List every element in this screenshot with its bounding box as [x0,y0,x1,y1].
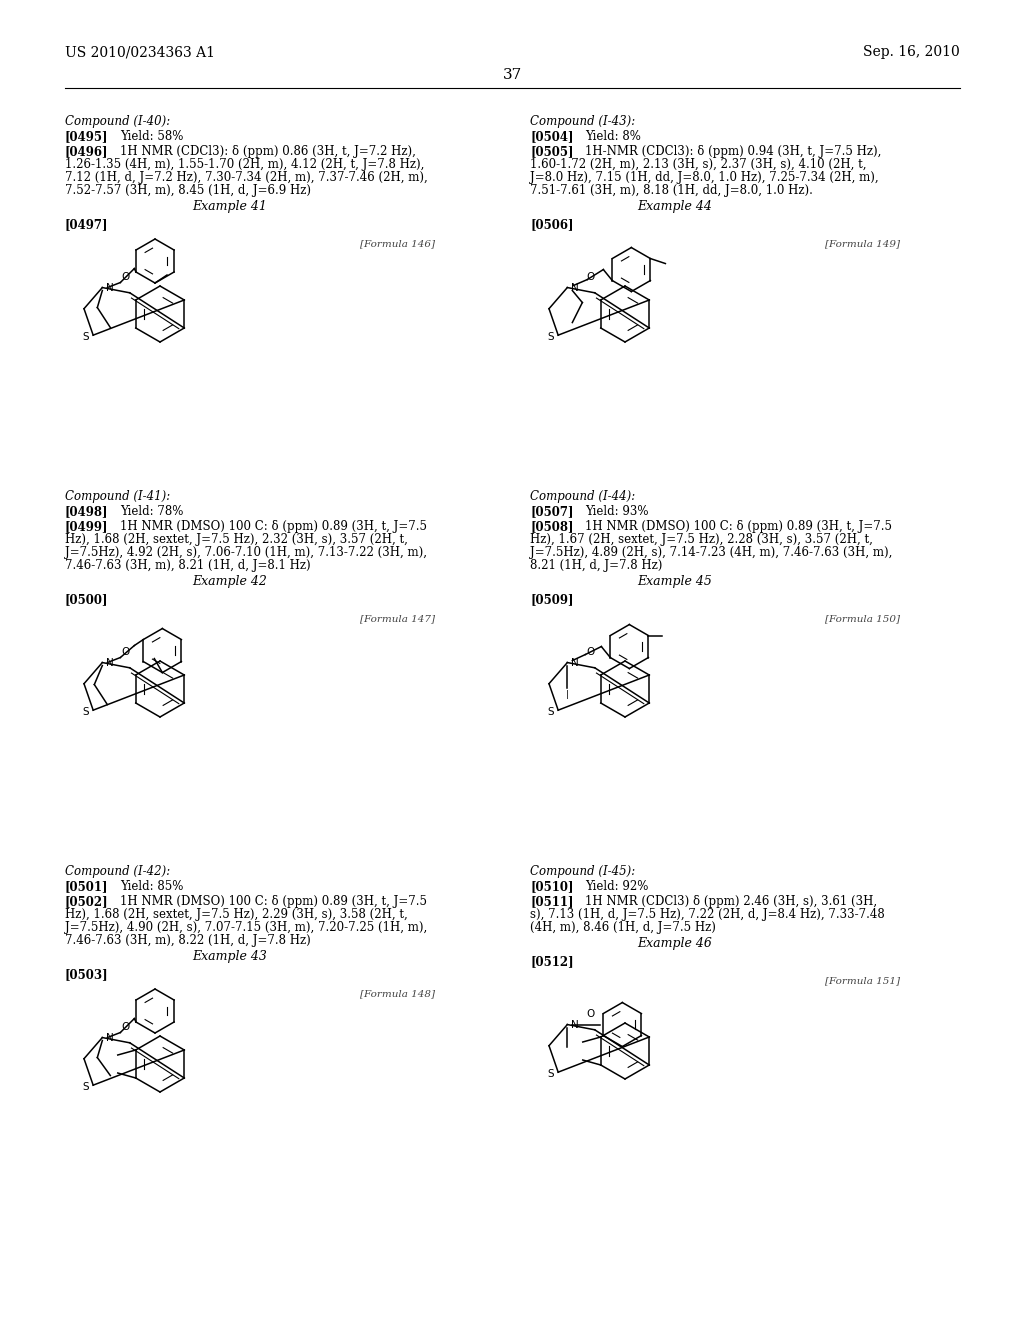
Text: [0511]: [0511] [530,895,573,908]
Text: US 2010/0234363 A1: US 2010/0234363 A1 [65,45,215,59]
Text: 1H NMR (DMSO) 100 C: δ (ppm) 0.89 (3H, t, J=7.5: 1H NMR (DMSO) 100 C: δ (ppm) 0.89 (3H, t… [120,520,427,533]
Text: N: N [106,657,114,668]
Text: [0500]: [0500] [65,593,109,606]
Text: J=7.5Hz), 4.90 (2H, s), 7.07-7.15 (3H, m), 7.20-7.25 (1H, m),: J=7.5Hz), 4.90 (2H, s), 7.07-7.15 (3H, m… [65,921,427,935]
Text: [0507]: [0507] [530,506,573,517]
Text: Compound (I-42):: Compound (I-42): [65,865,170,878]
Text: [0503]: [0503] [65,968,109,981]
Text: [0497]: [0497] [65,218,109,231]
Text: O: O [587,647,595,657]
Text: 1H-NMR (CDCl3): δ (ppm) 0.94 (3H, t, J=7.5 Hz),: 1H-NMR (CDCl3): δ (ppm) 0.94 (3H, t, J=7… [585,145,882,158]
Text: [0505]: [0505] [530,145,573,158]
Text: [0499]: [0499] [65,520,109,533]
Text: 1.60-1.72 (2H, m), 2.13 (3H, s), 2.37 (3H, s), 4.10 (2H, t,: 1.60-1.72 (2H, m), 2.13 (3H, s), 2.37 (3… [530,158,866,172]
Text: O: O [587,1008,595,1019]
Text: N: N [106,282,114,293]
Text: Yield: 8%: Yield: 8% [585,129,641,143]
Text: 1H NMR (DMSO) 100 C: δ (ppm) 0.89 (3H, t, J=7.5: 1H NMR (DMSO) 100 C: δ (ppm) 0.89 (3H, t… [120,895,427,908]
Text: [0504]: [0504] [530,129,573,143]
Text: 7.51-7.61 (3H, m), 8.18 (1H, dd, J=8.0, 1.0 Hz).: 7.51-7.61 (3H, m), 8.18 (1H, dd, J=8.0, … [530,183,813,197]
Text: [0508]: [0508] [530,520,573,533]
Text: Example 45: Example 45 [638,576,713,587]
Text: S: S [83,1082,89,1092]
Text: s), 7.13 (1H, d, J=7.5 Hz), 7.22 (2H, d, J=8.4 Hz), 7.33-7.48: s), 7.13 (1H, d, J=7.5 Hz), 7.22 (2H, d,… [530,908,885,921]
Text: N: N [571,657,580,668]
Text: Compound (I-43):: Compound (I-43): [530,115,635,128]
Text: Sep. 16, 2010: Sep. 16, 2010 [863,45,961,59]
Text: J=7.5Hz), 4.92 (2H, s), 7.06-7.10 (1H, m), 7.13-7.22 (3H, m),: J=7.5Hz), 4.92 (2H, s), 7.06-7.10 (1H, m… [65,546,427,558]
Text: S: S [83,708,89,717]
Text: Example 41: Example 41 [193,201,267,213]
Text: 7.12 (1H, d, J=7.2 Hz), 7.30-7.34 (2H, m), 7.37-7.46 (2H, m),: 7.12 (1H, d, J=7.2 Hz), 7.30-7.34 (2H, m… [65,172,428,183]
Text: [Formula 151]: [Formula 151] [825,975,900,985]
Text: Yield: 92%: Yield: 92% [585,880,648,894]
Text: 8.21 (1H, d, J=7.8 Hz): 8.21 (1H, d, J=7.8 Hz) [530,558,663,572]
Text: [Formula 148]: [Formula 148] [360,989,435,998]
Text: O: O [122,272,130,282]
Text: Example 46: Example 46 [638,937,713,950]
Text: |: | [566,689,568,698]
Text: N: N [106,1032,114,1043]
Text: Hz), 1.68 (2H, sextet, J=7.5 Hz), 2.29 (3H, s), 3.58 (2H, t,: Hz), 1.68 (2H, sextet, J=7.5 Hz), 2.29 (… [65,908,408,921]
Text: Hz), 1.67 (2H, sextet, J=7.5 Hz), 2.28 (3H, s), 3.57 (2H, t,: Hz), 1.67 (2H, sextet, J=7.5 Hz), 2.28 (… [530,533,872,546]
Text: [Formula 147]: [Formula 147] [360,614,435,623]
Text: N: N [571,1019,580,1030]
Text: Compound (I-45):: Compound (I-45): [530,865,635,878]
Text: Compound (I-41):: Compound (I-41): [65,490,170,503]
Text: 7.46-7.63 (3H, m), 8.21 (1H, d, J=8.1 Hz): 7.46-7.63 (3H, m), 8.21 (1H, d, J=8.1 Hz… [65,558,310,572]
Text: S: S [548,1069,554,1080]
Text: [0509]: [0509] [530,593,573,606]
Text: [0502]: [0502] [65,895,109,908]
Text: [0512]: [0512] [530,954,573,968]
Text: Yield: 58%: Yield: 58% [120,129,183,143]
Text: [Formula 150]: [Formula 150] [825,614,900,623]
Text: Example 44: Example 44 [638,201,713,213]
Text: Yield: 78%: Yield: 78% [120,506,183,517]
Text: (4H, m), 8.46 (1H, d, J=7.5 Hz): (4H, m), 8.46 (1H, d, J=7.5 Hz) [530,921,716,935]
Text: 1H NMR (CDCl3): δ (ppm) 0.86 (3H, t, J=7.2 Hz),: 1H NMR (CDCl3): δ (ppm) 0.86 (3H, t, J=7… [120,145,416,158]
Text: 37: 37 [503,69,521,82]
Text: Compound (I-44):: Compound (I-44): [530,490,635,503]
Text: 1H NMR (DMSO) 100 C: δ (ppm) 0.89 (3H, t, J=7.5: 1H NMR (DMSO) 100 C: δ (ppm) 0.89 (3H, t… [585,520,892,533]
Text: Yield: 93%: Yield: 93% [585,506,648,517]
Text: Example 43: Example 43 [193,950,267,964]
Text: J=7.5Hz), 4.89 (2H, s), 7.14-7.23 (4H, m), 7.46-7.63 (3H, m),: J=7.5Hz), 4.89 (2H, s), 7.14-7.23 (4H, m… [530,546,892,558]
Text: Compound (I-40):: Compound (I-40): [65,115,170,128]
Text: S: S [548,708,554,717]
Text: [0498]: [0498] [65,506,109,517]
Text: Hz), 1.68 (2H, sextet, J=7.5 Hz), 2.32 (3H, s), 3.57 (2H, t,: Hz), 1.68 (2H, sextet, J=7.5 Hz), 2.32 (… [65,533,408,546]
Text: O: O [587,272,595,282]
Text: [0501]: [0501] [65,880,109,894]
Text: N: N [571,282,580,293]
Text: S: S [548,333,554,342]
Text: Example 42: Example 42 [193,576,267,587]
Text: 1.26-1.35 (4H, m), 1.55-1.70 (2H, m), 4.12 (2H, t, J=7.8 Hz),: 1.26-1.35 (4H, m), 1.55-1.70 (2H, m), 4.… [65,158,424,172]
Text: [0495]: [0495] [65,129,109,143]
Text: O: O [122,647,130,657]
Text: [Formula 146]: [Formula 146] [360,239,435,248]
Text: 1H NMR (CDCl3) δ (ppm) 2.46 (3H, s), 3.61 (3H,: 1H NMR (CDCl3) δ (ppm) 2.46 (3H, s), 3.6… [585,895,878,908]
Text: [0510]: [0510] [530,880,573,894]
Text: O: O [122,1022,130,1032]
Text: S: S [83,333,89,342]
Text: [0506]: [0506] [530,218,573,231]
Text: [0496]: [0496] [65,145,109,158]
Text: 7.46-7.63 (3H, m), 8.22 (1H, d, J=7.8 Hz): 7.46-7.63 (3H, m), 8.22 (1H, d, J=7.8 Hz… [65,935,310,946]
Text: 7.52-7.57 (3H, m), 8.45 (1H, d, J=6.9 Hz): 7.52-7.57 (3H, m), 8.45 (1H, d, J=6.9 Hz… [65,183,311,197]
Text: Yield: 85%: Yield: 85% [120,880,183,894]
Text: J=8.0 Hz), 7.15 (1H, dd, J=8.0, 1.0 Hz), 7.25-7.34 (2H, m),: J=8.0 Hz), 7.15 (1H, dd, J=8.0, 1.0 Hz),… [530,172,879,183]
Text: [Formula 149]: [Formula 149] [825,239,900,248]
